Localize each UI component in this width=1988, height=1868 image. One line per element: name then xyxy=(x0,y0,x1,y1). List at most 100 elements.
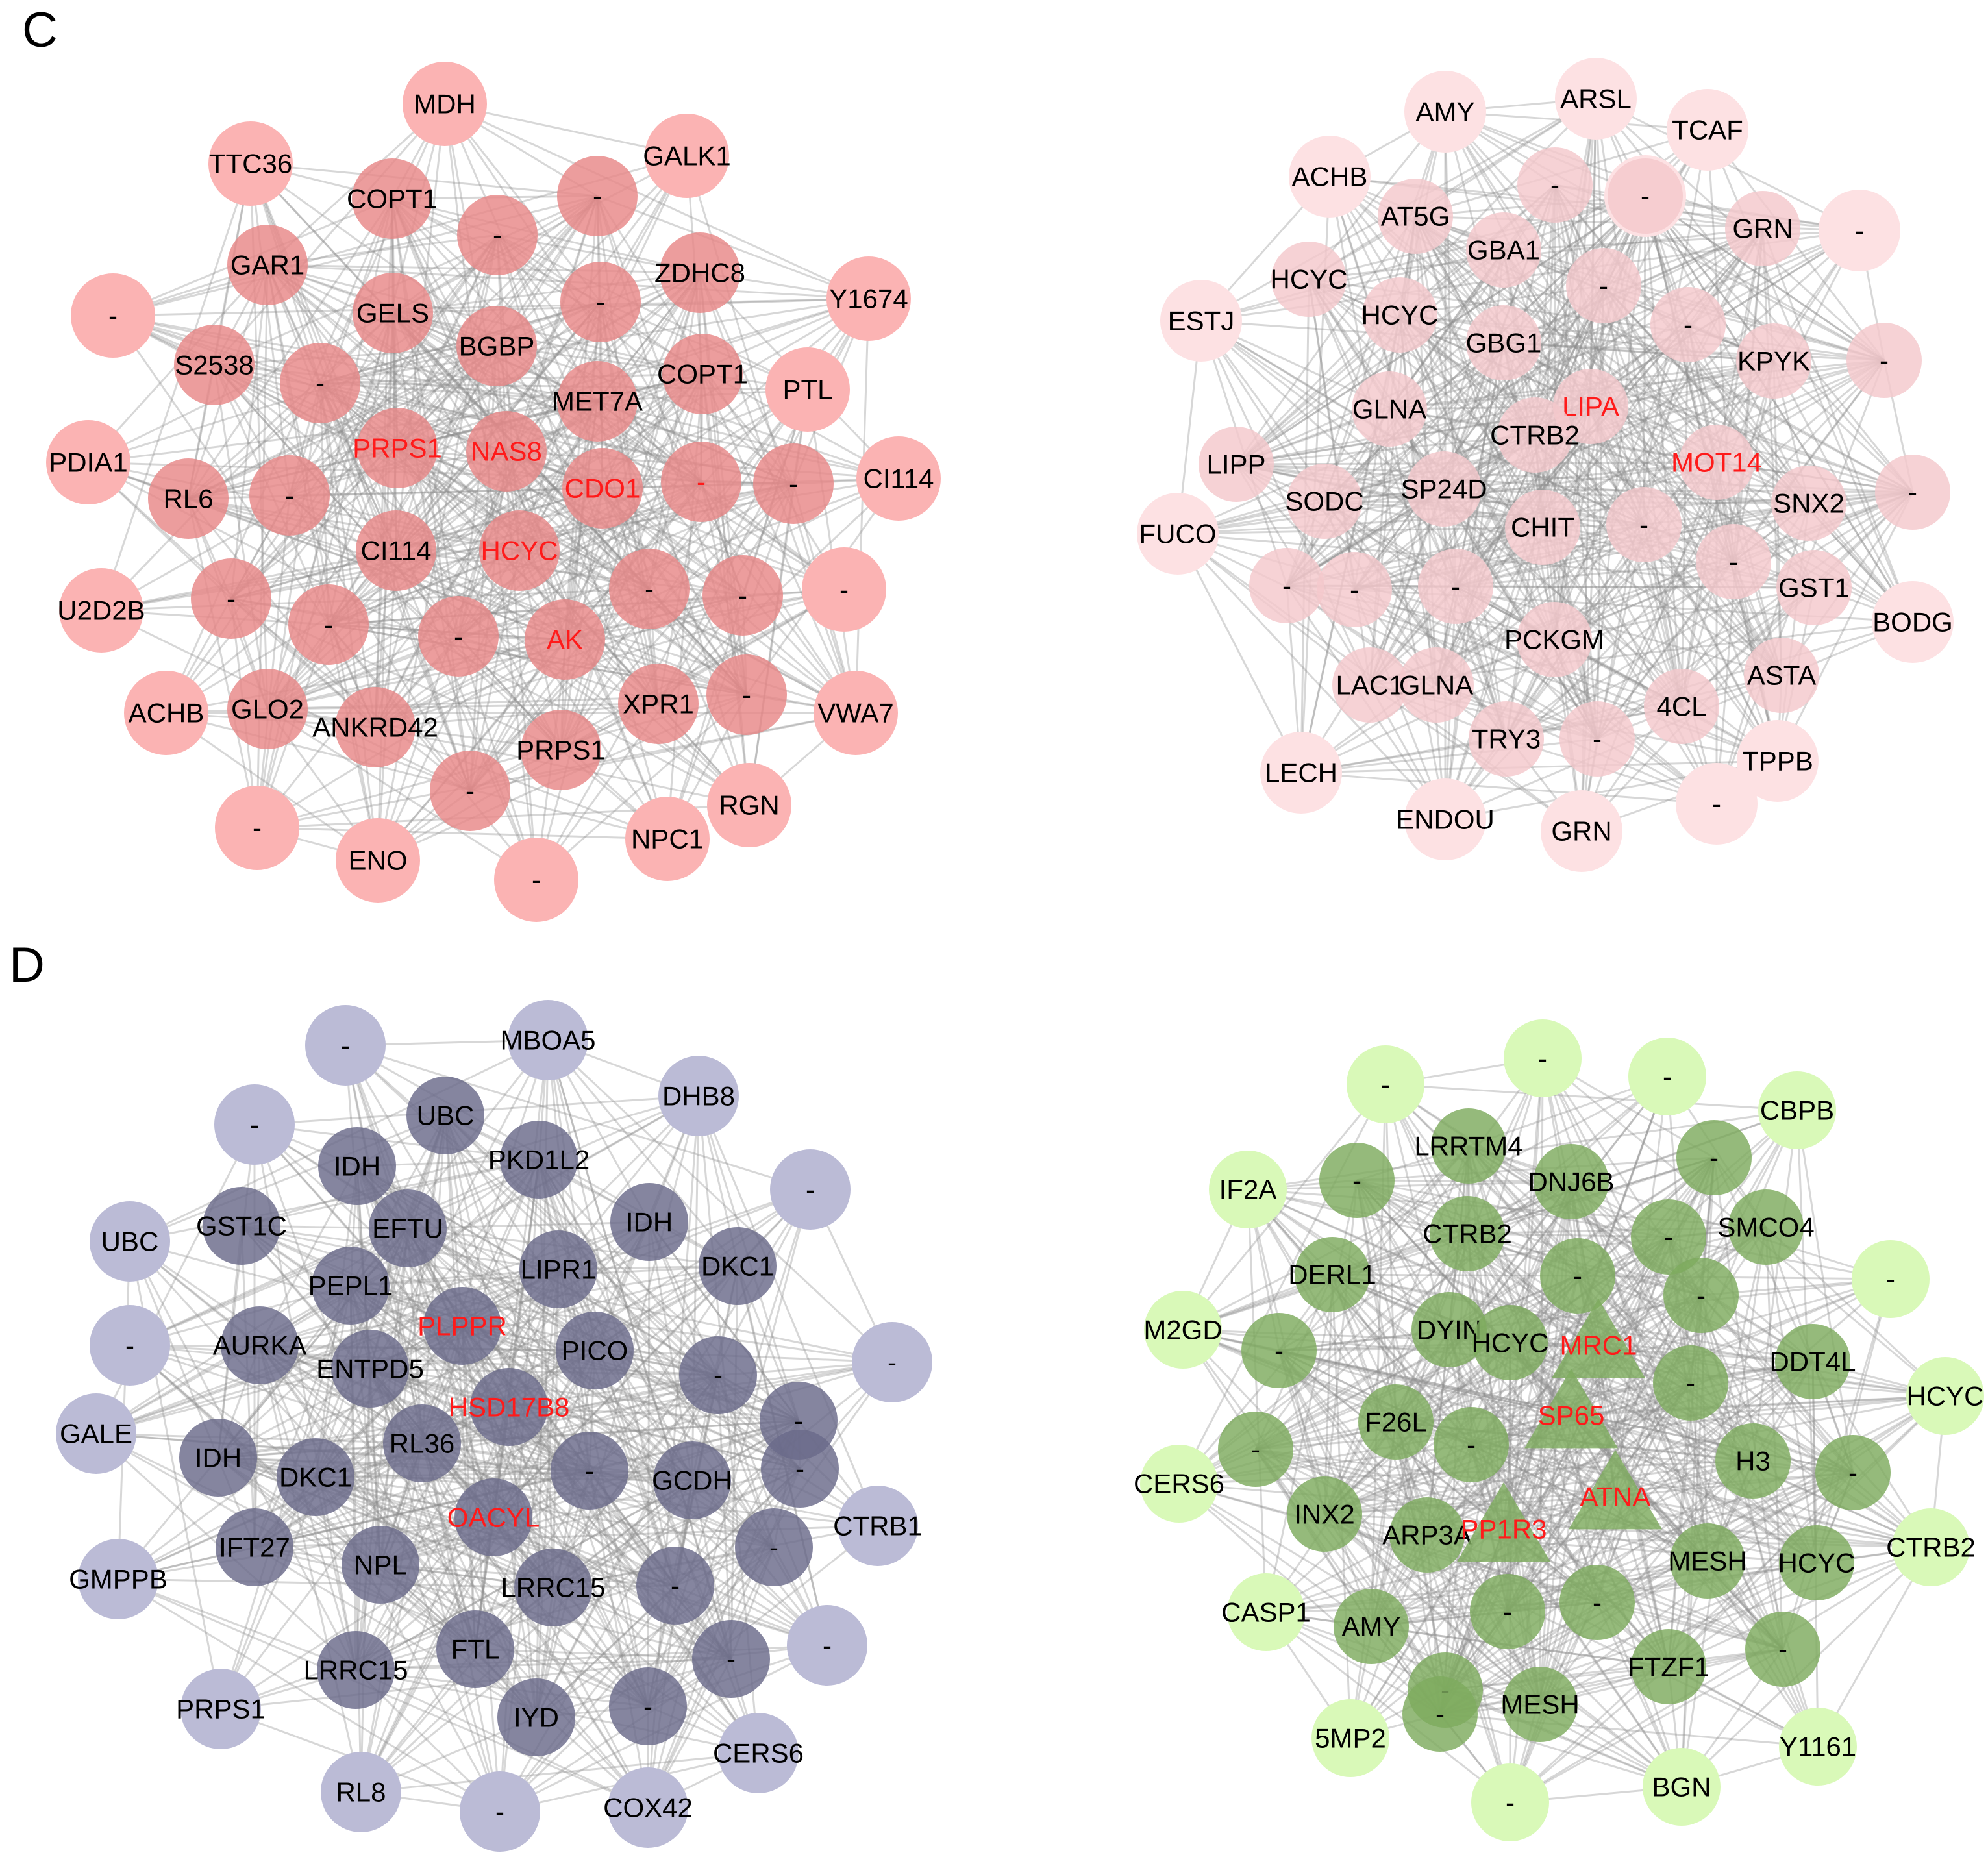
node-circle xyxy=(1534,1144,1609,1219)
node-circle xyxy=(508,1000,588,1080)
node-circle xyxy=(1744,638,1819,713)
node-circle xyxy=(214,1084,295,1165)
node-label: HSD17B8 xyxy=(449,1392,570,1423)
edge xyxy=(1324,1513,1682,1788)
network-node: - xyxy=(787,1605,867,1686)
network-node: ATNA xyxy=(1569,1450,1662,1530)
edge xyxy=(1700,1294,1932,1549)
node-label: - xyxy=(593,181,602,212)
node-label: FUCO xyxy=(1139,519,1217,549)
edge xyxy=(1323,1274,1334,1515)
network-node: MDH xyxy=(403,62,487,146)
edge xyxy=(1598,1344,1946,1397)
node-label: DNJ6B xyxy=(1528,1167,1614,1197)
edge xyxy=(1435,360,1775,686)
node-label: - xyxy=(697,467,706,497)
network-node: - xyxy=(1470,1574,1545,1649)
node-circle xyxy=(56,1393,136,1474)
edge xyxy=(1426,1534,1819,1748)
network-node: PEPL1 xyxy=(308,1247,393,1325)
node-circle xyxy=(718,1713,799,1793)
edge xyxy=(392,312,703,375)
network-node: CTRB2 xyxy=(1886,1508,1976,1586)
edge xyxy=(1502,1275,1579,1530)
node-circle xyxy=(702,555,783,636)
edge xyxy=(1554,184,1645,525)
edge xyxy=(1467,1145,1472,1445)
edge xyxy=(379,1269,560,1565)
edge xyxy=(444,103,869,300)
edge xyxy=(1680,324,1689,707)
node-label: LRRC15 xyxy=(303,1655,408,1686)
network-node: RL36 xyxy=(383,1404,461,1482)
edge xyxy=(1324,227,1763,503)
edge xyxy=(380,1374,719,1566)
edge xyxy=(1323,1058,1544,1515)
node-label: TTC36 xyxy=(209,149,292,179)
edge xyxy=(118,1516,494,1580)
node-label: IDH xyxy=(195,1443,242,1473)
network-node: MET7A xyxy=(552,361,643,442)
edge xyxy=(461,1325,554,1588)
edge xyxy=(597,400,899,480)
network-node: - xyxy=(430,751,510,831)
node-circle xyxy=(608,1767,688,1848)
edge xyxy=(1278,1350,1428,1536)
network-node: - xyxy=(1676,1120,1752,1195)
node-label: AMY xyxy=(1415,97,1474,127)
edge xyxy=(1467,1226,1767,1235)
edge xyxy=(1265,1611,1541,1706)
edge xyxy=(391,198,397,551)
network-node: PDIA1 xyxy=(46,420,130,504)
edge xyxy=(254,1546,537,1719)
network-node: CDO1 xyxy=(562,448,643,529)
network-d-green: ---CBPB-HCYCCTRB2Y1161BGN-5MP2CASP1CERS6… xyxy=(1134,1019,1984,1841)
edge xyxy=(538,1159,719,1376)
node-label: CTRB2 xyxy=(1423,1219,1512,1249)
node-circle xyxy=(317,1631,395,1709)
node-label: - xyxy=(125,1330,134,1361)
node-circle xyxy=(1497,397,1572,473)
edge xyxy=(648,1221,879,1526)
node-circle xyxy=(551,1432,628,1510)
network-node: COPT1 xyxy=(657,334,748,414)
node-label: - xyxy=(645,574,654,604)
node-circle xyxy=(562,448,643,529)
node-circle xyxy=(342,1526,419,1604)
edge xyxy=(1371,1382,1691,1628)
node-circle xyxy=(1502,1667,1578,1742)
edge xyxy=(241,1225,510,1408)
edge xyxy=(266,312,394,710)
network-node: DNJ6B xyxy=(1528,1144,1615,1219)
network-node: OACYL xyxy=(447,1478,540,1556)
edge xyxy=(1597,586,1815,740)
edge xyxy=(1644,195,1914,623)
edge xyxy=(354,1221,651,1671)
edge xyxy=(395,373,703,552)
node-circle xyxy=(454,1478,532,1556)
edge xyxy=(648,272,701,590)
edge xyxy=(1255,1448,1708,1562)
network-node: RL8 xyxy=(321,1752,401,1832)
network-node: SODC xyxy=(1285,464,1364,539)
node-circle xyxy=(46,420,130,504)
edge xyxy=(1541,195,1646,528)
edge xyxy=(1426,1275,1579,1536)
node-label: OACYL xyxy=(447,1502,540,1533)
edge xyxy=(1554,586,1815,641)
edge xyxy=(1278,1278,1891,1352)
node-circle xyxy=(1137,493,1219,575)
edge xyxy=(1570,1181,1754,1462)
node-label: - xyxy=(1712,789,1721,819)
network-node: LRRC15 xyxy=(303,1631,408,1709)
network-node: NPC1 xyxy=(625,797,710,881)
edge xyxy=(1541,1058,1692,1384)
edge xyxy=(1455,585,1782,677)
edge xyxy=(444,1115,596,1351)
edge xyxy=(1443,285,1605,490)
edge xyxy=(462,1325,693,1482)
node-circle xyxy=(1517,602,1592,677)
node-label: TCAF xyxy=(1672,115,1743,145)
node-label: GLNA xyxy=(1352,394,1426,425)
network-node: DYIN xyxy=(1411,1292,1487,1367)
